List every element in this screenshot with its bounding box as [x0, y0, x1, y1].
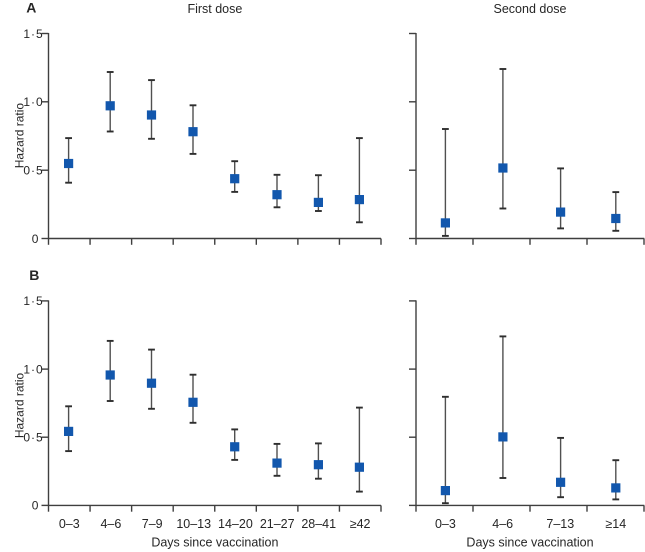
svg-text:0: 0 — [32, 499, 39, 513]
svg-text:7–9: 7–9 — [142, 517, 163, 531]
svg-text:0·5: 0·5 — [23, 431, 43, 445]
svg-text:28–41: 28–41 — [301, 517, 336, 531]
svg-text:B: B — [29, 267, 39, 283]
svg-text:1·0: 1·0 — [23, 95, 43, 109]
svg-text:0–3: 0–3 — [59, 517, 80, 531]
svg-text:1·5: 1·5 — [23, 27, 43, 41]
svg-text:Days since vaccination: Days since vaccination — [151, 536, 278, 550]
svg-text:Hazard ratio: Hazard ratio — [12, 103, 26, 169]
svg-text:0·5: 0·5 — [23, 164, 43, 178]
svg-text:≥42: ≥42 — [350, 517, 371, 531]
svg-text:4–6: 4–6 — [100, 517, 121, 531]
svg-text:A: A — [26, 0, 36, 15]
svg-text:First dose: First dose — [187, 2, 242, 16]
svg-text:4–6: 4–6 — [492, 517, 513, 531]
svg-text:21–27: 21–27 — [260, 517, 295, 531]
svg-text:1·0: 1·0 — [23, 362, 43, 376]
svg-text:1·5: 1·5 — [23, 294, 43, 308]
svg-text:Hazard ratio: Hazard ratio — [12, 373, 26, 439]
svg-text:Second dose: Second dose — [494, 2, 567, 16]
svg-text:≥14: ≥14 — [605, 517, 626, 531]
svg-text:0: 0 — [32, 232, 39, 246]
svg-text:7–13: 7–13 — [546, 517, 574, 531]
svg-text:0–3: 0–3 — [435, 517, 456, 531]
svg-text:Days since vaccination: Days since vaccination — [466, 536, 593, 550]
svg-text:10–13: 10–13 — [176, 517, 211, 531]
svg-text:14–20: 14–20 — [218, 517, 253, 531]
